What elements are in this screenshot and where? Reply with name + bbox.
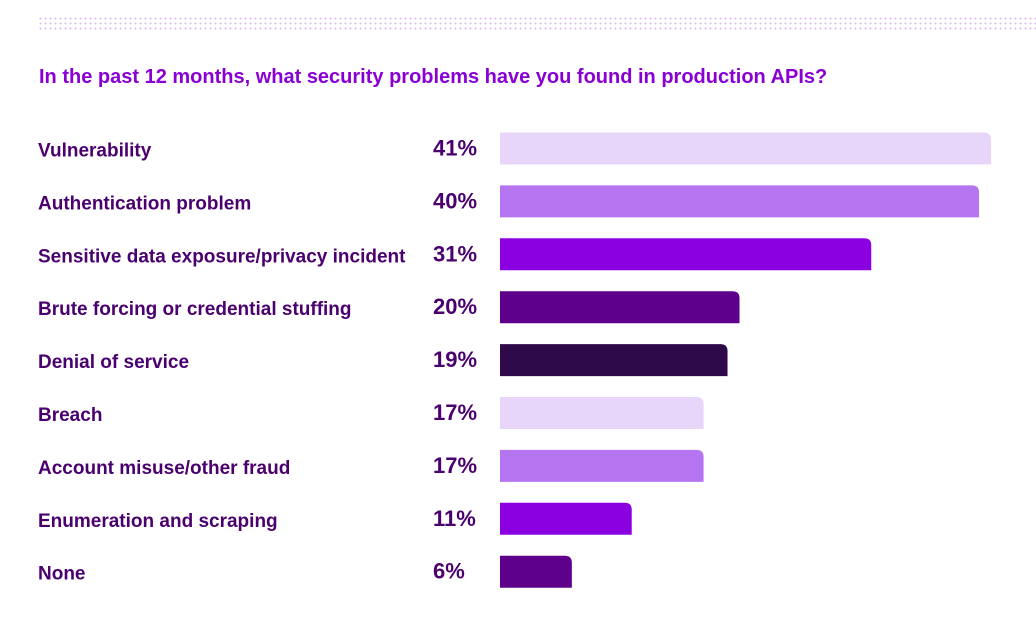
value-label: 41% [433,136,477,161]
bar [500,238,872,271]
value-label: 11% [433,506,476,531]
value-label: 17% [433,400,477,425]
category-label: Enumeration and scraping [38,511,278,532]
value-label: 19% [433,347,477,372]
category-label: Account misuse/other fraud [38,458,290,479]
value-label: 17% [433,453,477,478]
bar [500,397,704,429]
bar [500,185,980,218]
value-label: 6% [433,559,465,584]
bar [500,502,632,535]
category-label: Authentication problem [38,193,251,214]
bar [500,132,991,165]
bar [500,344,728,377]
value-label: 20% [433,294,477,319]
value-label: 40% [433,188,477,213]
bar [500,291,740,324]
category-label: Breach [38,405,102,426]
chart-title: In the past 12 months, what security pro… [39,66,828,88]
category-label: Denial of service [38,352,189,373]
value-label: 31% [433,241,477,266]
category-label: Brute forcing or credential stuffing [38,299,352,320]
bar [500,449,704,482]
category-label: Sensitive data exposure/privacy incident [38,246,406,267]
category-label: None [38,564,86,585]
decorative-dot-band [38,16,1036,30]
bar [500,555,572,588]
category-label: Vulnerability [38,141,152,162]
